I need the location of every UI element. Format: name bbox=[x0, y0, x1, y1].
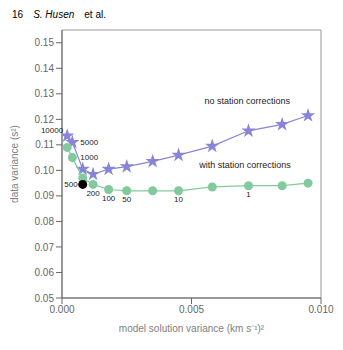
svg-text:100: 100 bbox=[102, 194, 116, 203]
svg-text:0.11: 0.11 bbox=[35, 139, 54, 150]
svg-text:0.005: 0.005 bbox=[179, 304, 204, 315]
svg-text:0.08: 0.08 bbox=[35, 216, 55, 227]
svg-text:500: 500 bbox=[64, 180, 78, 189]
html-text:S. Husen: S. Husen bbox=[33, 9, 75, 20]
svg-text:0.13: 0.13 bbox=[35, 88, 55, 99]
svg-text:data variance (s²): data variance (s²) bbox=[9, 125, 20, 203]
html-text:et al.: et al. bbox=[84, 9, 106, 20]
svg-text:0.05: 0.05 bbox=[35, 293, 55, 304]
svg-text:10: 10 bbox=[174, 195, 183, 204]
svg-text:0.12: 0.12 bbox=[35, 114, 55, 125]
svg-text:with station corrections: with station corrections bbox=[198, 160, 291, 170]
html-text:16: 16 bbox=[12, 9, 24, 20]
svg-text:1: 1 bbox=[246, 190, 251, 199]
svg-text:0.15: 0.15 bbox=[35, 37, 55, 48]
svg-text:0.010: 0.010 bbox=[308, 304, 333, 315]
svg-text:0.07: 0.07 bbox=[35, 242, 55, 253]
svg-text:200: 200 bbox=[86, 189, 100, 198]
svg-text:0.06: 0.06 bbox=[35, 267, 55, 278]
svg-text:5000: 5000 bbox=[80, 138, 98, 147]
svg-text:10000: 10000 bbox=[41, 126, 64, 135]
svg-text:0.000: 0.000 bbox=[49, 304, 74, 315]
svg-text:1000: 1000 bbox=[80, 153, 98, 162]
svg-text:0.14: 0.14 bbox=[35, 63, 55, 74]
svg-text:0.10: 0.10 bbox=[35, 165, 55, 176]
svg-text:no station corrections: no station corrections bbox=[204, 96, 290, 106]
svg-text:50: 50 bbox=[122, 195, 131, 204]
svg-text:model solution variance (km s⁻: model solution variance (km s⁻¹)² bbox=[119, 323, 265, 334]
svg-text:0.09: 0.09 bbox=[35, 190, 55, 201]
